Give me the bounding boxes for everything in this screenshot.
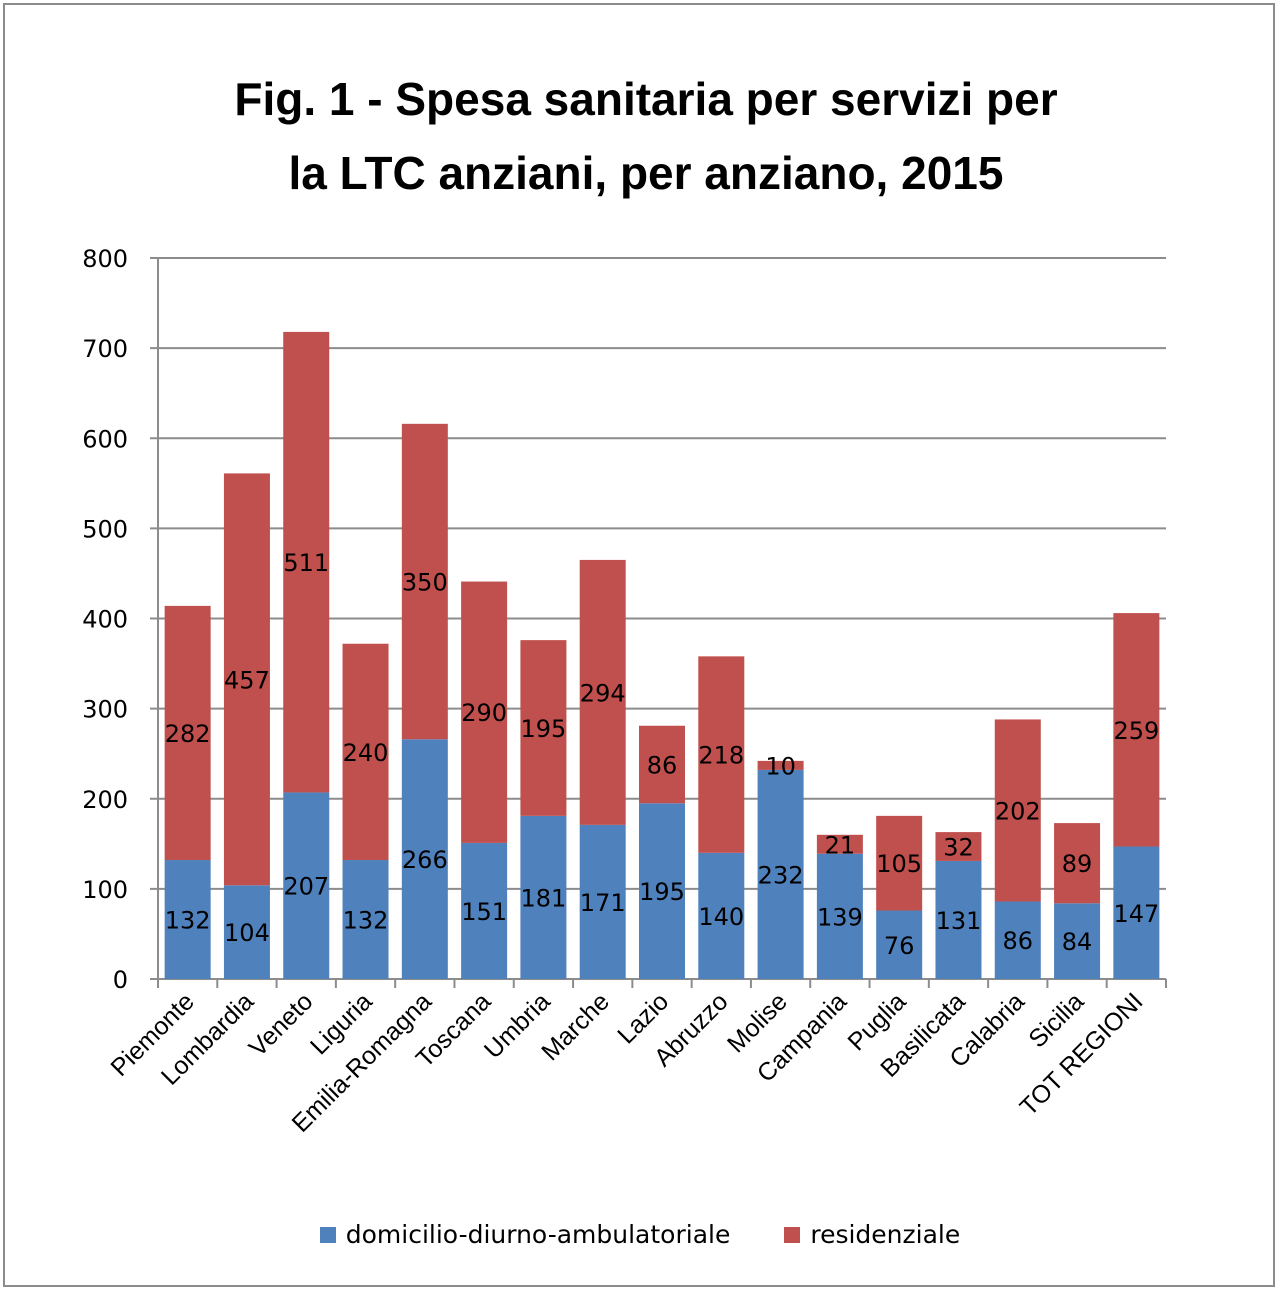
x-category-label: Veneto xyxy=(244,987,319,1062)
bar-segment-domicilio xyxy=(816,853,863,979)
bar-segment-domicilio xyxy=(698,852,745,979)
bar-segment-residenziale xyxy=(1113,613,1160,847)
legend-item-series-1: domicilio-diurno-ambulatoriale xyxy=(319,1220,731,1249)
data-label-residenziale: 218 xyxy=(698,742,744,770)
data-label-domicilio: 171 xyxy=(580,889,626,917)
legend-label-series-1: domicilio-diurno-ambulatoriale xyxy=(345,1220,731,1249)
y-tick-label: 800 xyxy=(82,245,128,273)
data-label-residenziale: 282 xyxy=(165,720,211,748)
data-label-domicilio: 84 xyxy=(1062,928,1093,956)
y-tick-label: 500 xyxy=(82,515,128,543)
legend: domicilio-diurno-ambulatoriale residenzi… xyxy=(0,1220,1280,1249)
data-label-domicilio: 207 xyxy=(283,873,329,901)
data-label-residenziale: 259 xyxy=(1113,717,1159,745)
data-label-domicilio: 151 xyxy=(461,898,507,926)
bar-segment-residenziale xyxy=(401,423,448,740)
bar-segment-residenziale xyxy=(639,725,685,804)
data-label-residenziale: 21 xyxy=(825,831,856,859)
bar-segment-residenziale xyxy=(223,473,270,886)
bar-segment-residenziale xyxy=(935,832,982,861)
data-label-domicilio: 132 xyxy=(165,907,211,935)
data-label-domicilio: 140 xyxy=(698,903,744,931)
y-tick-label: 300 xyxy=(82,696,128,724)
y-tick-label: 700 xyxy=(82,335,128,363)
chart-frame xyxy=(3,3,1275,1287)
data-label-residenziale: 105 xyxy=(876,850,922,878)
data-label-residenziale: 32 xyxy=(943,834,974,862)
data-label-residenziale: 10 xyxy=(765,752,796,780)
data-label-domicilio: 147 xyxy=(1113,900,1159,928)
data-label-domicilio: 86 xyxy=(1002,927,1033,955)
y-tick-label: 200 xyxy=(82,786,128,814)
data-label-domicilio: 139 xyxy=(817,903,863,931)
bar-segment-residenziale xyxy=(994,719,1041,902)
bar-segment-residenziale xyxy=(698,656,745,853)
legend-item-series-2: residenziale xyxy=(784,1220,960,1249)
data-label-domicilio: 104 xyxy=(224,919,270,947)
bar-segment-residenziale xyxy=(579,559,626,825)
bar-segment-domicilio xyxy=(876,910,923,979)
data-label-residenziale: 350 xyxy=(402,569,448,597)
bar-segment-domicilio xyxy=(461,842,508,979)
bar-segment-residenziale xyxy=(342,643,389,861)
bar-segment-residenziale xyxy=(520,640,567,816)
data-label-residenziale: 294 xyxy=(580,679,626,707)
bar-segment-residenziale xyxy=(283,331,330,793)
bar-segment-domicilio xyxy=(520,815,567,979)
bar-segment-residenziale xyxy=(461,581,508,843)
bar-segment-residenziale xyxy=(757,760,804,770)
y-tick-label: 600 xyxy=(82,425,128,453)
x-category-label: Marche xyxy=(536,987,615,1066)
bar-segment-domicilio xyxy=(579,824,626,979)
bar-segment-domicilio xyxy=(935,860,982,979)
data-label-residenziale: 202 xyxy=(995,797,1041,825)
bar-segment-domicilio xyxy=(1113,846,1160,979)
data-label-domicilio: 232 xyxy=(758,861,804,889)
data-label-residenziale: 511 xyxy=(283,549,329,577)
y-tick-label: 0 xyxy=(113,966,128,994)
chart-title-line1: Fig. 1 - Spesa sanitaria per servizi per xyxy=(234,73,1058,125)
bar-segment-domicilio xyxy=(223,885,270,979)
chart-title: Fig. 1 - Spesa sanitaria per servizi per… xyxy=(100,62,1192,210)
bar-segment-domicilio xyxy=(994,901,1041,979)
bar-segment-domicilio xyxy=(757,769,804,979)
bar-segment-residenziale xyxy=(164,605,211,861)
data-label-domicilio: 181 xyxy=(521,884,567,912)
bar-segment-residenziale xyxy=(1054,823,1101,904)
data-label-domicilio: 76 xyxy=(884,932,915,960)
bar-segment-domicilio xyxy=(1054,903,1101,979)
data-label-domicilio: 132 xyxy=(343,907,389,935)
y-tick-label: 400 xyxy=(82,606,128,634)
data-label-domicilio: 195 xyxy=(639,878,685,906)
chart-title-line2: la LTC anziani, per anziano, 2015 xyxy=(288,147,1004,199)
data-label-residenziale: 195 xyxy=(521,715,567,743)
legend-swatch-series-2 xyxy=(784,1226,801,1243)
bar-segment-residenziale xyxy=(816,834,863,854)
data-label-residenziale: 89 xyxy=(1062,850,1093,878)
y-tick-label: 100 xyxy=(82,876,128,904)
data-label-residenziale: 290 xyxy=(461,699,507,727)
bar-segment-domicilio xyxy=(283,792,330,979)
data-label-domicilio: 266 xyxy=(402,846,448,874)
bar-segment-domicilio xyxy=(401,739,448,979)
data-label-residenziale: 457 xyxy=(224,666,270,694)
data-label-domicilio: 131 xyxy=(936,907,982,935)
bar-segment-domicilio xyxy=(164,860,211,979)
legend-swatch-series-1 xyxy=(319,1226,336,1243)
data-label-residenziale: 240 xyxy=(343,739,389,767)
data-label-residenziale: 86 xyxy=(647,752,678,780)
bar-segment-residenziale xyxy=(876,815,923,911)
legend-label-series-2: residenziale xyxy=(810,1220,961,1249)
bar-segment-domicilio xyxy=(342,860,389,979)
bar-segment-domicilio xyxy=(639,803,685,979)
